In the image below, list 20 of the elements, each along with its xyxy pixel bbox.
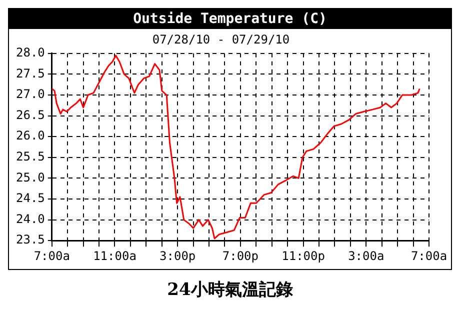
x-tick-label: 3:00p xyxy=(160,248,196,263)
y-tick-label: 25.0 xyxy=(16,170,45,184)
x-tick-label: 11:00a xyxy=(93,248,136,263)
y-tick-label: 23.5 xyxy=(16,232,45,247)
x-tick-label: 11:00p xyxy=(282,248,325,263)
x-tick-label: 3:00a xyxy=(348,248,384,263)
chart-subtitle: 07/28/10 - 07/29/10 xyxy=(152,32,290,46)
y-tick-label: 24.0 xyxy=(16,212,45,226)
y-tick-label: 24.5 xyxy=(16,191,45,206)
text: 24小時氣溫記錄 xyxy=(166,279,294,301)
x-tick-label: 7:00p xyxy=(222,248,259,263)
x-tick-label: 7:00a xyxy=(410,248,448,263)
y-tick-label: 26.5 xyxy=(16,108,45,122)
y-tick-label: 27.5 xyxy=(16,66,45,80)
y-tick-label: 26.0 xyxy=(16,128,45,143)
y-tick-label: 28.0 xyxy=(16,46,45,60)
y-tick-label: 27.0 xyxy=(16,87,45,102)
chart-title: Outside Temperature (C) xyxy=(9,9,451,29)
y-tick-label: 25.5 xyxy=(16,150,45,164)
x-tick-label: 7:00a xyxy=(34,248,70,263)
